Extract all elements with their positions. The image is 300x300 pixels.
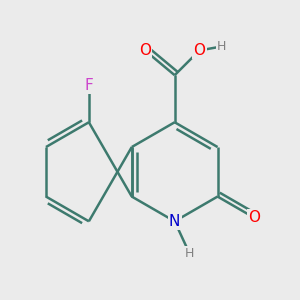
Text: O: O	[194, 43, 206, 58]
Text: F: F	[85, 78, 93, 93]
Text: H: H	[185, 247, 194, 260]
Text: O: O	[139, 43, 151, 58]
Text: H: H	[217, 40, 226, 53]
Text: N: N	[169, 214, 180, 229]
Text: O: O	[248, 210, 260, 225]
